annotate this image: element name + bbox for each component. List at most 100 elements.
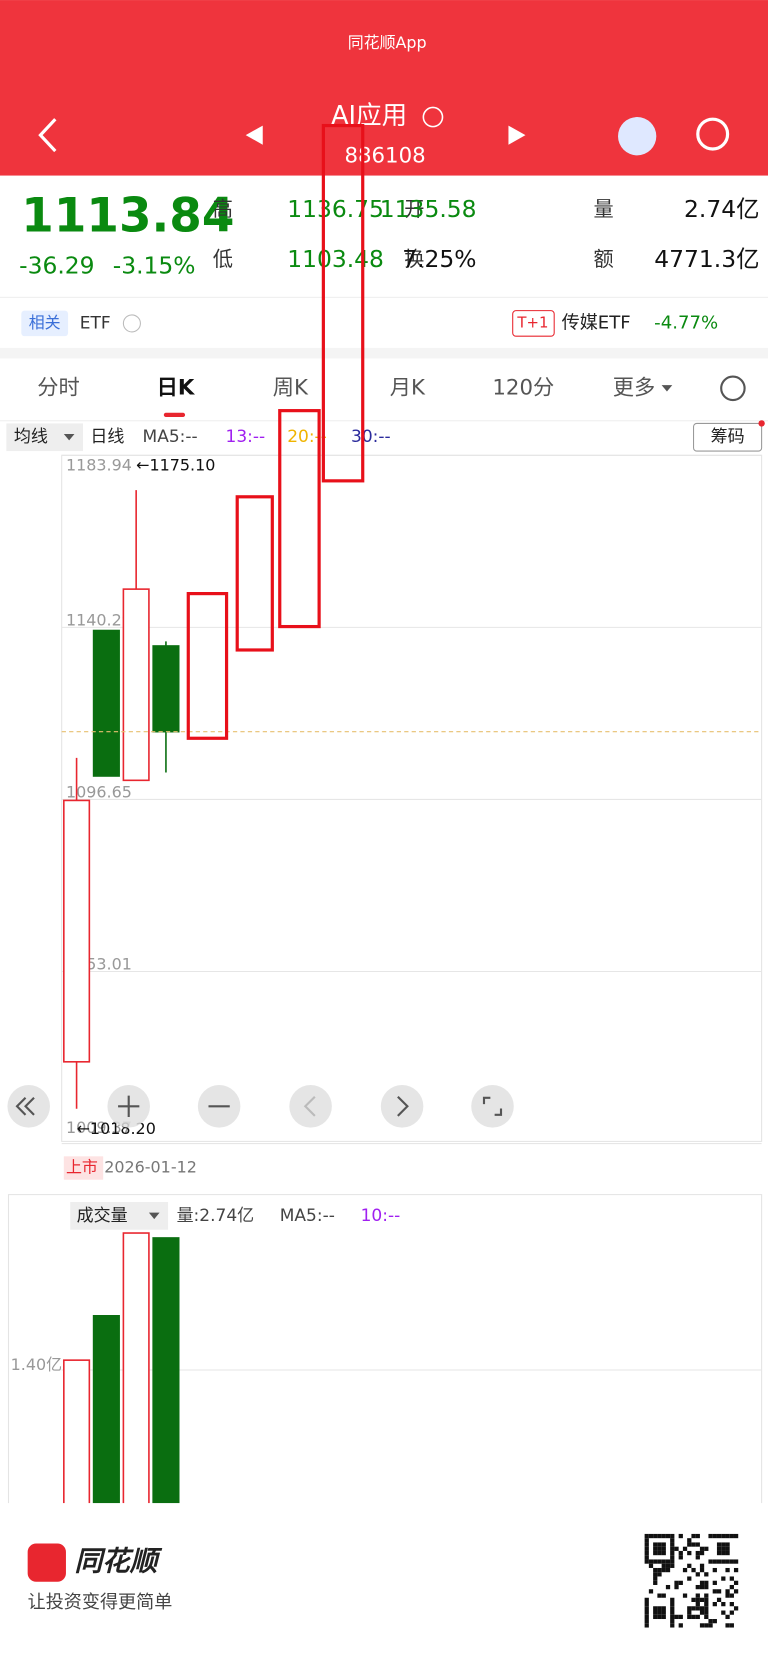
qr-cell — [644, 1610, 649, 1615]
qr-cell — [678, 1533, 683, 1539]
qr-cell — [721, 1610, 726, 1615]
qr-cell — [695, 1533, 700, 1539]
qr-cell — [644, 1542, 649, 1547]
ma-type[interactable]: 均线 — [14, 427, 48, 447]
qr-cell — [691, 1567, 696, 1573]
qr-cell — [691, 1614, 696, 1620]
qr-cell — [716, 1550, 722, 1556]
brand-logo — [27, 1543, 66, 1582]
more-arrow[interactable] — [661, 385, 673, 392]
qr-cell — [682, 1546, 688, 1551]
qr-cell — [725, 1550, 730, 1556]
volume-bar — [152, 1237, 180, 1509]
candle-body — [63, 799, 91, 1063]
qr-cell — [695, 1602, 700, 1607]
chips[interactable]: 筹码 — [711, 427, 745, 447]
settings-icon[interactable] — [720, 375, 746, 402]
qr-cell — [657, 1550, 662, 1556]
qr-cell — [653, 1610, 658, 1615]
stat-label: 换 — [404, 247, 424, 271]
qr-cell — [661, 1610, 666, 1615]
tab[interactable]: 120分 — [492, 375, 554, 400]
qr-cell — [674, 1614, 679, 1620]
qr-cell — [670, 1550, 675, 1556]
control-button[interactable] — [7, 1085, 50, 1128]
stat-value: 1136.75 — [287, 195, 384, 223]
qr-cell — [716, 1542, 722, 1547]
qr-cell — [704, 1580, 709, 1585]
qr-cell — [708, 1559, 713, 1564]
qr-cell — [704, 1610, 709, 1615]
qr-cell — [644, 1559, 649, 1564]
help-icon[interactable] — [122, 314, 141, 333]
qr-cell — [695, 1542, 700, 1547]
high-marker: ←1175.10 — [136, 455, 215, 474]
qr-cell — [665, 1559, 671, 1564]
qr-cell — [733, 1589, 739, 1594]
fund-name[interactable]: 传媒ETF — [562, 312, 631, 333]
tab[interactable]: 月K — [390, 375, 426, 400]
volume-title[interactable]: 成交量 — [77, 1206, 128, 1226]
prev-button[interactable] — [245, 125, 263, 145]
volume-bar — [122, 1232, 150, 1509]
back-button[interactable] — [38, 118, 57, 153]
qr-cell — [716, 1589, 722, 1594]
next-button[interactable] — [508, 125, 526, 145]
tab[interactable]: 日K — [157, 375, 196, 400]
qr-cell — [687, 1614, 692, 1620]
qr-cell — [721, 1576, 726, 1581]
qr-cell — [678, 1580, 683, 1585]
control-icon — [15, 1097, 35, 1116]
qr-cell — [657, 1559, 662, 1564]
qr-cell — [678, 1555, 683, 1560]
qr-cell — [725, 1593, 730, 1598]
qr-cell — [708, 1623, 713, 1628]
tab[interactable]: 周K — [273, 375, 309, 400]
qr-cell — [644, 1606, 649, 1611]
y-tick-label: 1183.94 — [66, 455, 132, 474]
qr-cell — [644, 1619, 649, 1624]
qr-cell — [733, 1559, 739, 1564]
qr-cell — [695, 1606, 700, 1611]
fund-change: -4.77% — [654, 312, 718, 333]
qr-cell — [670, 1610, 675, 1615]
qr-cell — [725, 1589, 730, 1594]
control-button[interactable] — [289, 1085, 332, 1128]
qr-cell — [729, 1593, 734, 1598]
listing-tag: 上市 — [66, 1158, 98, 1177]
qr-cell — [733, 1580, 739, 1585]
control-button[interactable] — [471, 1085, 514, 1128]
qr-cell — [695, 1597, 700, 1602]
qr-cell — [678, 1623, 683, 1628]
qr-cell — [644, 1533, 649, 1539]
qr-cell — [657, 1606, 662, 1611]
qr-cell — [678, 1550, 683, 1556]
qr-cell — [670, 1546, 675, 1551]
qr-cell — [653, 1559, 658, 1564]
qr-cell — [661, 1606, 666, 1611]
qr-cell — [704, 1623, 709, 1628]
qr-code — [644, 1533, 739, 1628]
tab[interactable]: 更多 — [613, 375, 656, 400]
qr-cell — [725, 1542, 730, 1547]
robot-icon[interactable] — [618, 117, 657, 156]
related-label[interactable]: ETF — [80, 313, 111, 333]
control-button[interactable] — [380, 1085, 424, 1128]
qr-cell — [725, 1559, 730, 1564]
qr-cell — [704, 1593, 709, 1598]
tabs: 分时 日K 周K 月K 120分 更多 — [37, 375, 746, 402]
divider — [0, 420, 768, 422]
qr-cell — [725, 1623, 730, 1628]
qr-cell — [699, 1550, 705, 1556]
qr-cell — [661, 1546, 666, 1551]
chips-button[interactable] — [693, 422, 763, 452]
qr-cell — [712, 1567, 717, 1573]
search-icon[interactable] — [696, 117, 730, 151]
qr-cell — [712, 1602, 717, 1607]
stat-value: 7.25% — [402, 245, 476, 273]
info-icon[interactable] — [422, 106, 444, 128]
stat-value: 1103.48 — [287, 245, 384, 273]
tab[interactable]: 分时 — [37, 375, 80, 400]
qr-cell — [733, 1606, 739, 1611]
qr-cell — [704, 1614, 709, 1620]
